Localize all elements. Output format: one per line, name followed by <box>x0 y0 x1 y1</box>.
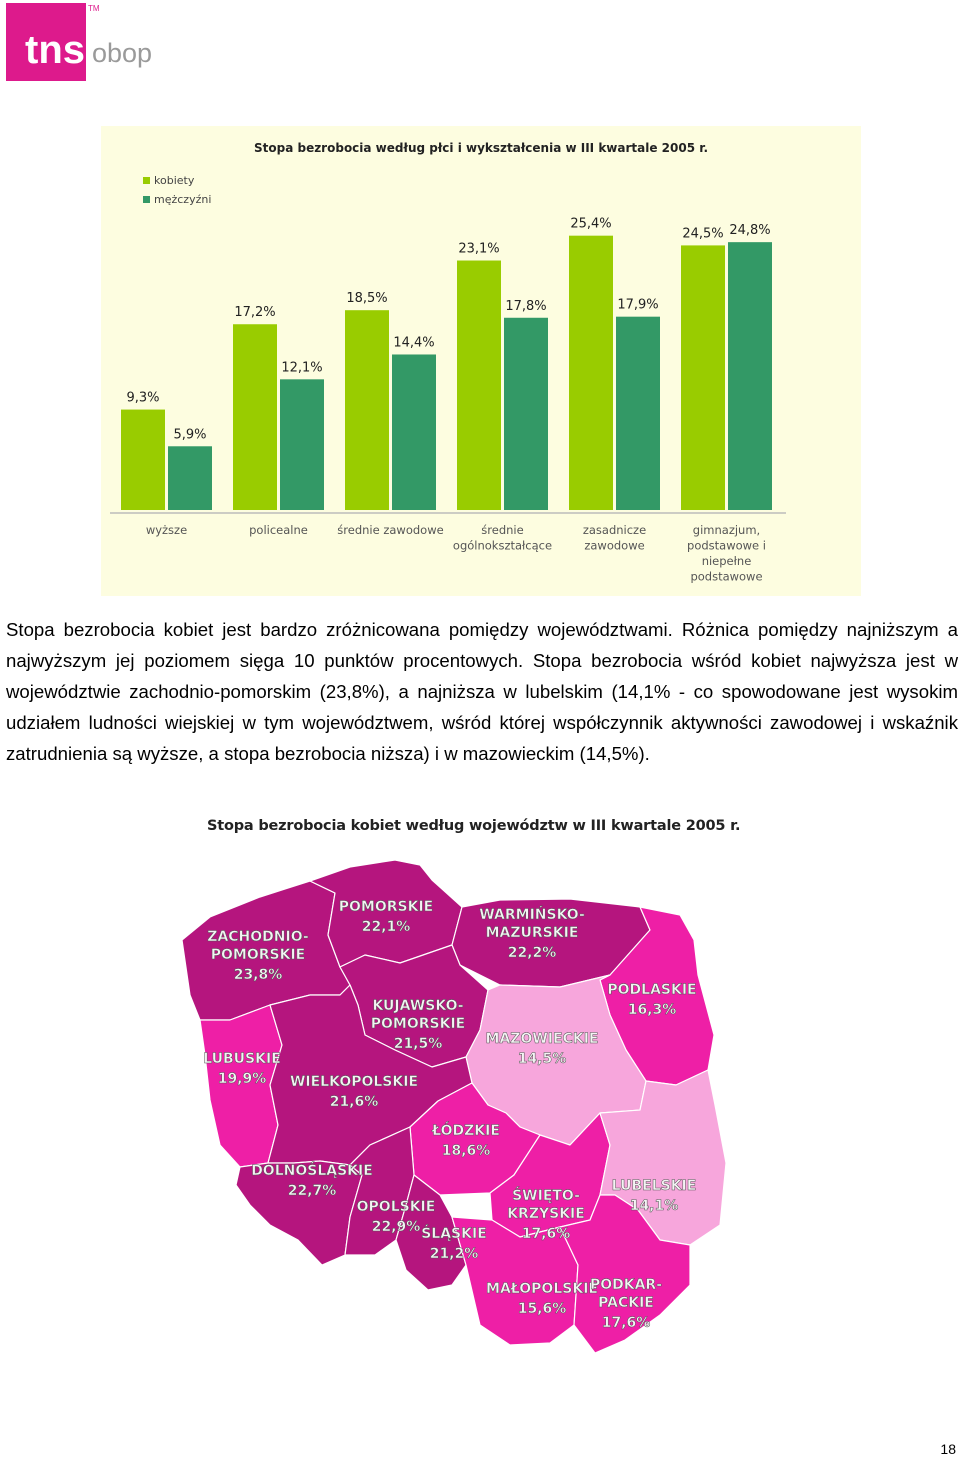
region-name-podkarpackie: PODKAR- <box>590 1277 662 1293</box>
bar <box>681 245 725 510</box>
region-name-lubuskie: LUBUSKIE <box>203 1051 281 1067</box>
region-name-mazowieckie: MAZOWIECKIE <box>486 1031 599 1047</box>
region-value-podkarpackie: 17,6% <box>602 1315 651 1331</box>
region-value-podlaskie: 16,3% <box>628 1002 677 1018</box>
data-label: 25,4% <box>570 217 611 232</box>
category-label: niepełne <box>702 554 752 568</box>
region-value-warminsko-mazurskie: 22,2% <box>508 945 557 961</box>
region-name-pomorskie: POMORSKIE <box>339 899 433 915</box>
category-label: wyższe <box>146 523 187 537</box>
data-label: 5,9% <box>173 427 206 442</box>
region-name-malopolskie: MAŁOPOLSKIE <box>486 1281 598 1297</box>
region-name-swietokrzyskie: KRZYSKIE <box>507 1206 585 1222</box>
category-label: zawodowe <box>584 539 644 553</box>
data-label: 24,8% <box>729 223 770 238</box>
category-label: gimnazjum, <box>693 523 760 537</box>
region-value-slaskie: 21,2% <box>430 1246 479 1262</box>
legend-label: mężczyźni <box>154 193 211 206</box>
category-label: podstawowe <box>690 570 762 584</box>
region-value-malopolskie: 15,6% <box>518 1301 567 1317</box>
data-label: 17,2% <box>234 305 275 320</box>
region-value-kujawsko-pomorskie: 21,5% <box>394 1036 443 1052</box>
map-title: Stopa bezrobocia kobiet według województ… <box>207 818 741 834</box>
legend-swatch <box>143 177 150 184</box>
data-label: 12,1% <box>281 360 322 375</box>
bar <box>728 242 772 510</box>
region-value-lubelskie: 14,1% <box>630 1198 679 1214</box>
region-value-dolnoslaskie: 22,7% <box>288 1183 337 1199</box>
data-label: 17,8% <box>505 299 546 314</box>
data-label: 18,5% <box>346 291 387 306</box>
region-name-kujawsko-pomorskie: KUJAWSKO- <box>372 998 463 1014</box>
bar <box>345 310 389 510</box>
tns-obop-logo: tns obop TM <box>6 3 156 83</box>
bar <box>168 446 212 510</box>
legend-swatch <box>143 196 150 203</box>
bar <box>233 324 277 510</box>
region-name-podkarpackie: PACKIE <box>598 1295 654 1311</box>
bar <box>280 379 324 510</box>
data-label: 24,5% <box>682 226 723 241</box>
region-name-slaskie: ŚLĄSKIE <box>421 1224 487 1242</box>
category-label: podstawowe i <box>687 539 766 553</box>
region-value-opolskie: 22,9% <box>372 1219 421 1235</box>
region-name-warminsko-mazurskie: WARMIŃSKO- <box>479 905 585 923</box>
bar <box>504 317 548 510</box>
region-value-wielkopolskie: 21,6% <box>330 1094 379 1110</box>
region-podkarpackie <box>559 1194 691 1354</box>
logo-square <box>6 3 86 81</box>
unemployment-education-chart: Stopa bezrobocia według płci i wykształc… <box>101 126 861 596</box>
data-label: 14,4% <box>393 335 434 350</box>
region-name-dolnoslaskie: DOLNOŚLĄSKIE <box>251 1161 373 1179</box>
data-label: 9,3% <box>126 391 159 406</box>
voivodeship-map: ZACHODNIO- POMORSKIE 23,8% POMORSKIE 22,1% WA… <box>170 845 750 1390</box>
category-label: średnie zawodowe <box>337 523 443 537</box>
body-paragraph: Stopa bezrobocia kobiet jest bardzo zróż… <box>6 619 958 764</box>
region-name-podlaskie: PODLASKIE <box>607 982 696 998</box>
region-slaskie <box>395 1174 467 1291</box>
data-label: 23,1% <box>458 242 499 257</box>
category-label: średnie <box>481 523 523 537</box>
region-name-kujawsko-pomorskie: POMORSKIE <box>371 1016 465 1032</box>
region-value-lodzkie: 18,6% <box>442 1143 491 1159</box>
bar <box>392 354 436 510</box>
bar <box>457 260 501 510</box>
logo-main-text: tns <box>25 28 85 72</box>
region-name-swietokrzyskie: ŚWIĘTO- <box>512 1186 580 1204</box>
logo-sub-text: obop <box>92 38 152 68</box>
region-name-opolskie: OPOLSKIE <box>357 1199 436 1215</box>
region-value-pomorskie: 22,1% <box>362 919 411 935</box>
region-name-warminsko-mazurskie: MAZURSKIE <box>486 925 579 941</box>
region-value-zachodniopomorskie: 23,8% <box>234 967 283 983</box>
region-value-lubuskie: 19,9% <box>218 1071 267 1087</box>
region-value-mazowieckie: 14,5% <box>518 1051 567 1067</box>
region-name-zachodniopomorskie: POMORSKIE <box>211 947 305 963</box>
region-name-lubelskie: LUBELSKIE <box>612 1178 697 1194</box>
bar <box>569 235 613 510</box>
bar <box>616 316 660 510</box>
logo-trademark: TM <box>88 4 100 13</box>
page-number: 18 <box>940 1441 956 1457</box>
legend-label: kobiety <box>154 174 195 187</box>
chart-title: Stopa bezrobocia według płci i wykształc… <box>254 141 708 155</box>
region-name-zachodniopomorskie: ZACHODNIO- <box>207 929 309 945</box>
category-label: policealne <box>249 523 308 537</box>
region-name-wielkopolskie: WIELKOPOLSKIE <box>290 1074 418 1090</box>
data-label: 17,9% <box>617 298 658 313</box>
bar <box>121 409 165 510</box>
category-label: ogólnokształcące <box>453 539 552 553</box>
region-value-swietokrzyskie: 17,6% <box>522 1226 571 1242</box>
category-label: zasadnicze <box>583 523 646 537</box>
region-name-lodzkie: ŁÓDZKIE <box>431 1121 500 1139</box>
